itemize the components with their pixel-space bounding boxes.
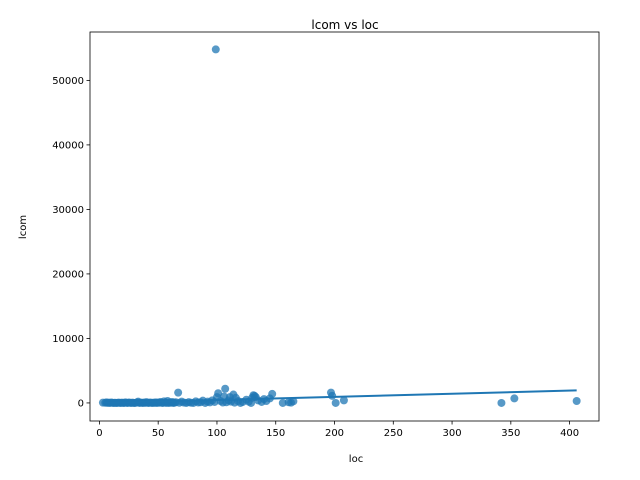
y-tick-label: 30000: [52, 205, 84, 216]
x-tick-label: 200: [325, 428, 344, 439]
plot-frame: [89, 31, 600, 422]
chart-title: lcom vs loc: [311, 18, 378, 32]
x-tick-label: 0: [96, 428, 102, 439]
trend-line: [102, 389, 577, 404]
data-point: [214, 389, 223, 398]
x-tick-label: 50: [152, 428, 165, 439]
x-tick-label: 400: [560, 428, 579, 439]
data-point: [211, 45, 220, 54]
data-point: [221, 384, 230, 393]
data-point: [497, 398, 506, 407]
y-axis-title: lcom: [18, 215, 29, 239]
y-axis: 0 10000 20000 30000 40000 50000: [52, 76, 90, 409]
data-point: [572, 397, 581, 405]
x-tick-label: 250: [384, 428, 403, 439]
y-tick-label: 40000: [52, 140, 84, 151]
x-tick-label: 350: [501, 428, 520, 439]
data-point: [174, 388, 183, 397]
x-tick-label: 150: [266, 428, 285, 439]
plot-area: [98, 45, 581, 407]
data-point: [510, 394, 519, 403]
y-tick-label: 0: [78, 398, 84, 409]
x-axis-title: loc: [349, 454, 363, 465]
x-axis: 0 50 100 150 200 250 300 350 400: [96, 421, 579, 439]
x-tick-label: 100: [207, 428, 226, 439]
y-tick-label: 20000: [52, 269, 84, 280]
data-point: [289, 397, 298, 406]
data-point: [339, 396, 348, 405]
data-point: [331, 398, 340, 407]
data-point: [278, 398, 287, 407]
y-tick-label: 50000: [52, 76, 84, 87]
y-tick-label: 10000: [52, 334, 84, 345]
data-point: [268, 389, 277, 398]
x-tick-label: 300: [443, 428, 462, 439]
